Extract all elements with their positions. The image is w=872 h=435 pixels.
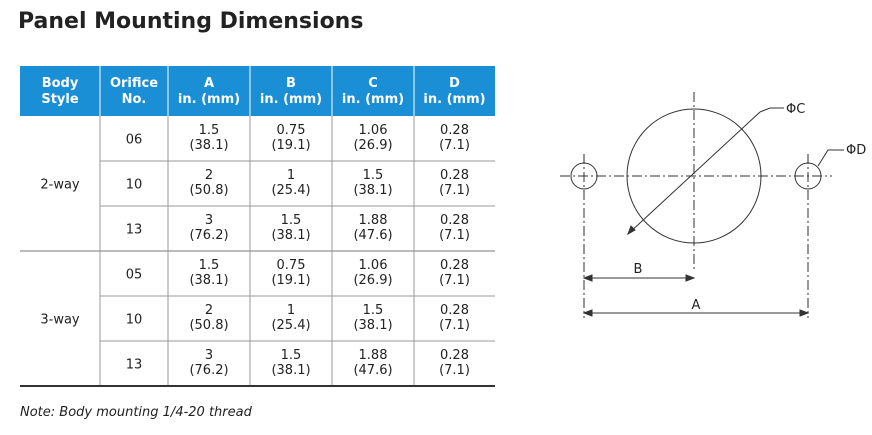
- cell: 0.28: [440, 213, 469, 228]
- header-cell: No.: [122, 92, 147, 107]
- cell: 1.06: [359, 123, 388, 138]
- cell: 2: [205, 303, 213, 318]
- cell: (7.1): [439, 273, 470, 288]
- cell: (25.4): [271, 318, 310, 333]
- cell: (7.1): [439, 318, 470, 333]
- cell: 2: [205, 168, 213, 183]
- cell: (25.4): [271, 183, 310, 198]
- orifice: 10: [126, 313, 143, 328]
- cell: 0.28: [440, 303, 469, 318]
- title: Panel Mounting Dimensions: [18, 9, 363, 34]
- cell: (47.6): [353, 363, 392, 378]
- cell: 1.5: [199, 123, 220, 138]
- cell: 0.28: [440, 348, 469, 363]
- orifice: 06: [126, 133, 143, 148]
- cell: (19.1): [271, 273, 310, 288]
- header-bg: [20, 66, 495, 116]
- label-d: ΦD: [846, 143, 866, 158]
- arrowheads: [582, 225, 810, 317]
- cell: (26.9): [353, 273, 392, 288]
- note: Note: Body mounting 1/4-20 thread: [20, 405, 253, 420]
- cell: (38.1): [189, 138, 228, 153]
- cell: (38.1): [353, 318, 392, 333]
- orifice: 10: [126, 178, 143, 193]
- header-cell: Body: [42, 76, 79, 91]
- header-cell: B: [286, 76, 296, 91]
- cell: 1.88: [359, 348, 388, 363]
- header-cell: Style: [41, 92, 79, 107]
- cell: (19.1): [271, 138, 310, 153]
- cell: (76.2): [189, 363, 228, 378]
- cell: 1.5: [281, 213, 302, 228]
- header-cell: D: [449, 76, 460, 91]
- cell: (38.1): [353, 183, 392, 198]
- cell: (50.8): [189, 318, 228, 333]
- cell: (7.1): [439, 138, 470, 153]
- cell: 1.88: [359, 213, 388, 228]
- leader: [627, 111, 761, 235]
- cell: 1.06: [359, 258, 388, 273]
- cell: (38.1): [271, 363, 310, 378]
- header-cell: C: [368, 76, 378, 91]
- cell: 1.5: [363, 303, 384, 318]
- cell: 1: [287, 303, 295, 318]
- cell: (76.2): [189, 228, 228, 243]
- cell: 0.28: [440, 123, 469, 138]
- label-b: B: [634, 262, 643, 277]
- leader: [759, 107, 784, 113]
- label-c: ΦC: [786, 102, 805, 117]
- header-cell: in. (mm): [178, 92, 240, 107]
- orifice: 13: [126, 223, 143, 238]
- orifice: 05: [126, 268, 143, 283]
- label-a: A: [692, 298, 701, 313]
- cell: 1.5: [199, 258, 220, 273]
- cell: (7.1): [439, 363, 470, 378]
- header-cell: in. (mm): [342, 92, 404, 107]
- cell: (7.1): [439, 228, 470, 243]
- cell: 0.28: [440, 258, 469, 273]
- header-cell: Orifice: [110, 76, 158, 91]
- diagram: [560, 92, 844, 318]
- cell: 0.75: [277, 123, 306, 138]
- body-style: 2-way: [40, 178, 80, 193]
- orifice: 13: [126, 358, 143, 373]
- cell: 3: [205, 348, 213, 363]
- cell: 0.28: [440, 168, 469, 183]
- body-style: 3-way: [40, 313, 80, 328]
- cell: 1.5: [281, 348, 302, 363]
- cell: (26.9): [353, 138, 392, 153]
- cell: (38.1): [271, 228, 310, 243]
- cell: 1: [287, 168, 295, 183]
- header-cell: in. (mm): [260, 92, 322, 107]
- cell: 0.75: [277, 258, 306, 273]
- header-cell: A: [204, 76, 214, 91]
- cell: (7.1): [439, 183, 470, 198]
- header-cell: in. (mm): [423, 92, 485, 107]
- cell: (47.6): [353, 228, 392, 243]
- cell: (50.8): [189, 183, 228, 198]
- cell: (38.1): [189, 273, 228, 288]
- leader: [817, 149, 844, 167]
- cell: 1.5: [363, 168, 384, 183]
- cell: 3: [205, 213, 213, 228]
